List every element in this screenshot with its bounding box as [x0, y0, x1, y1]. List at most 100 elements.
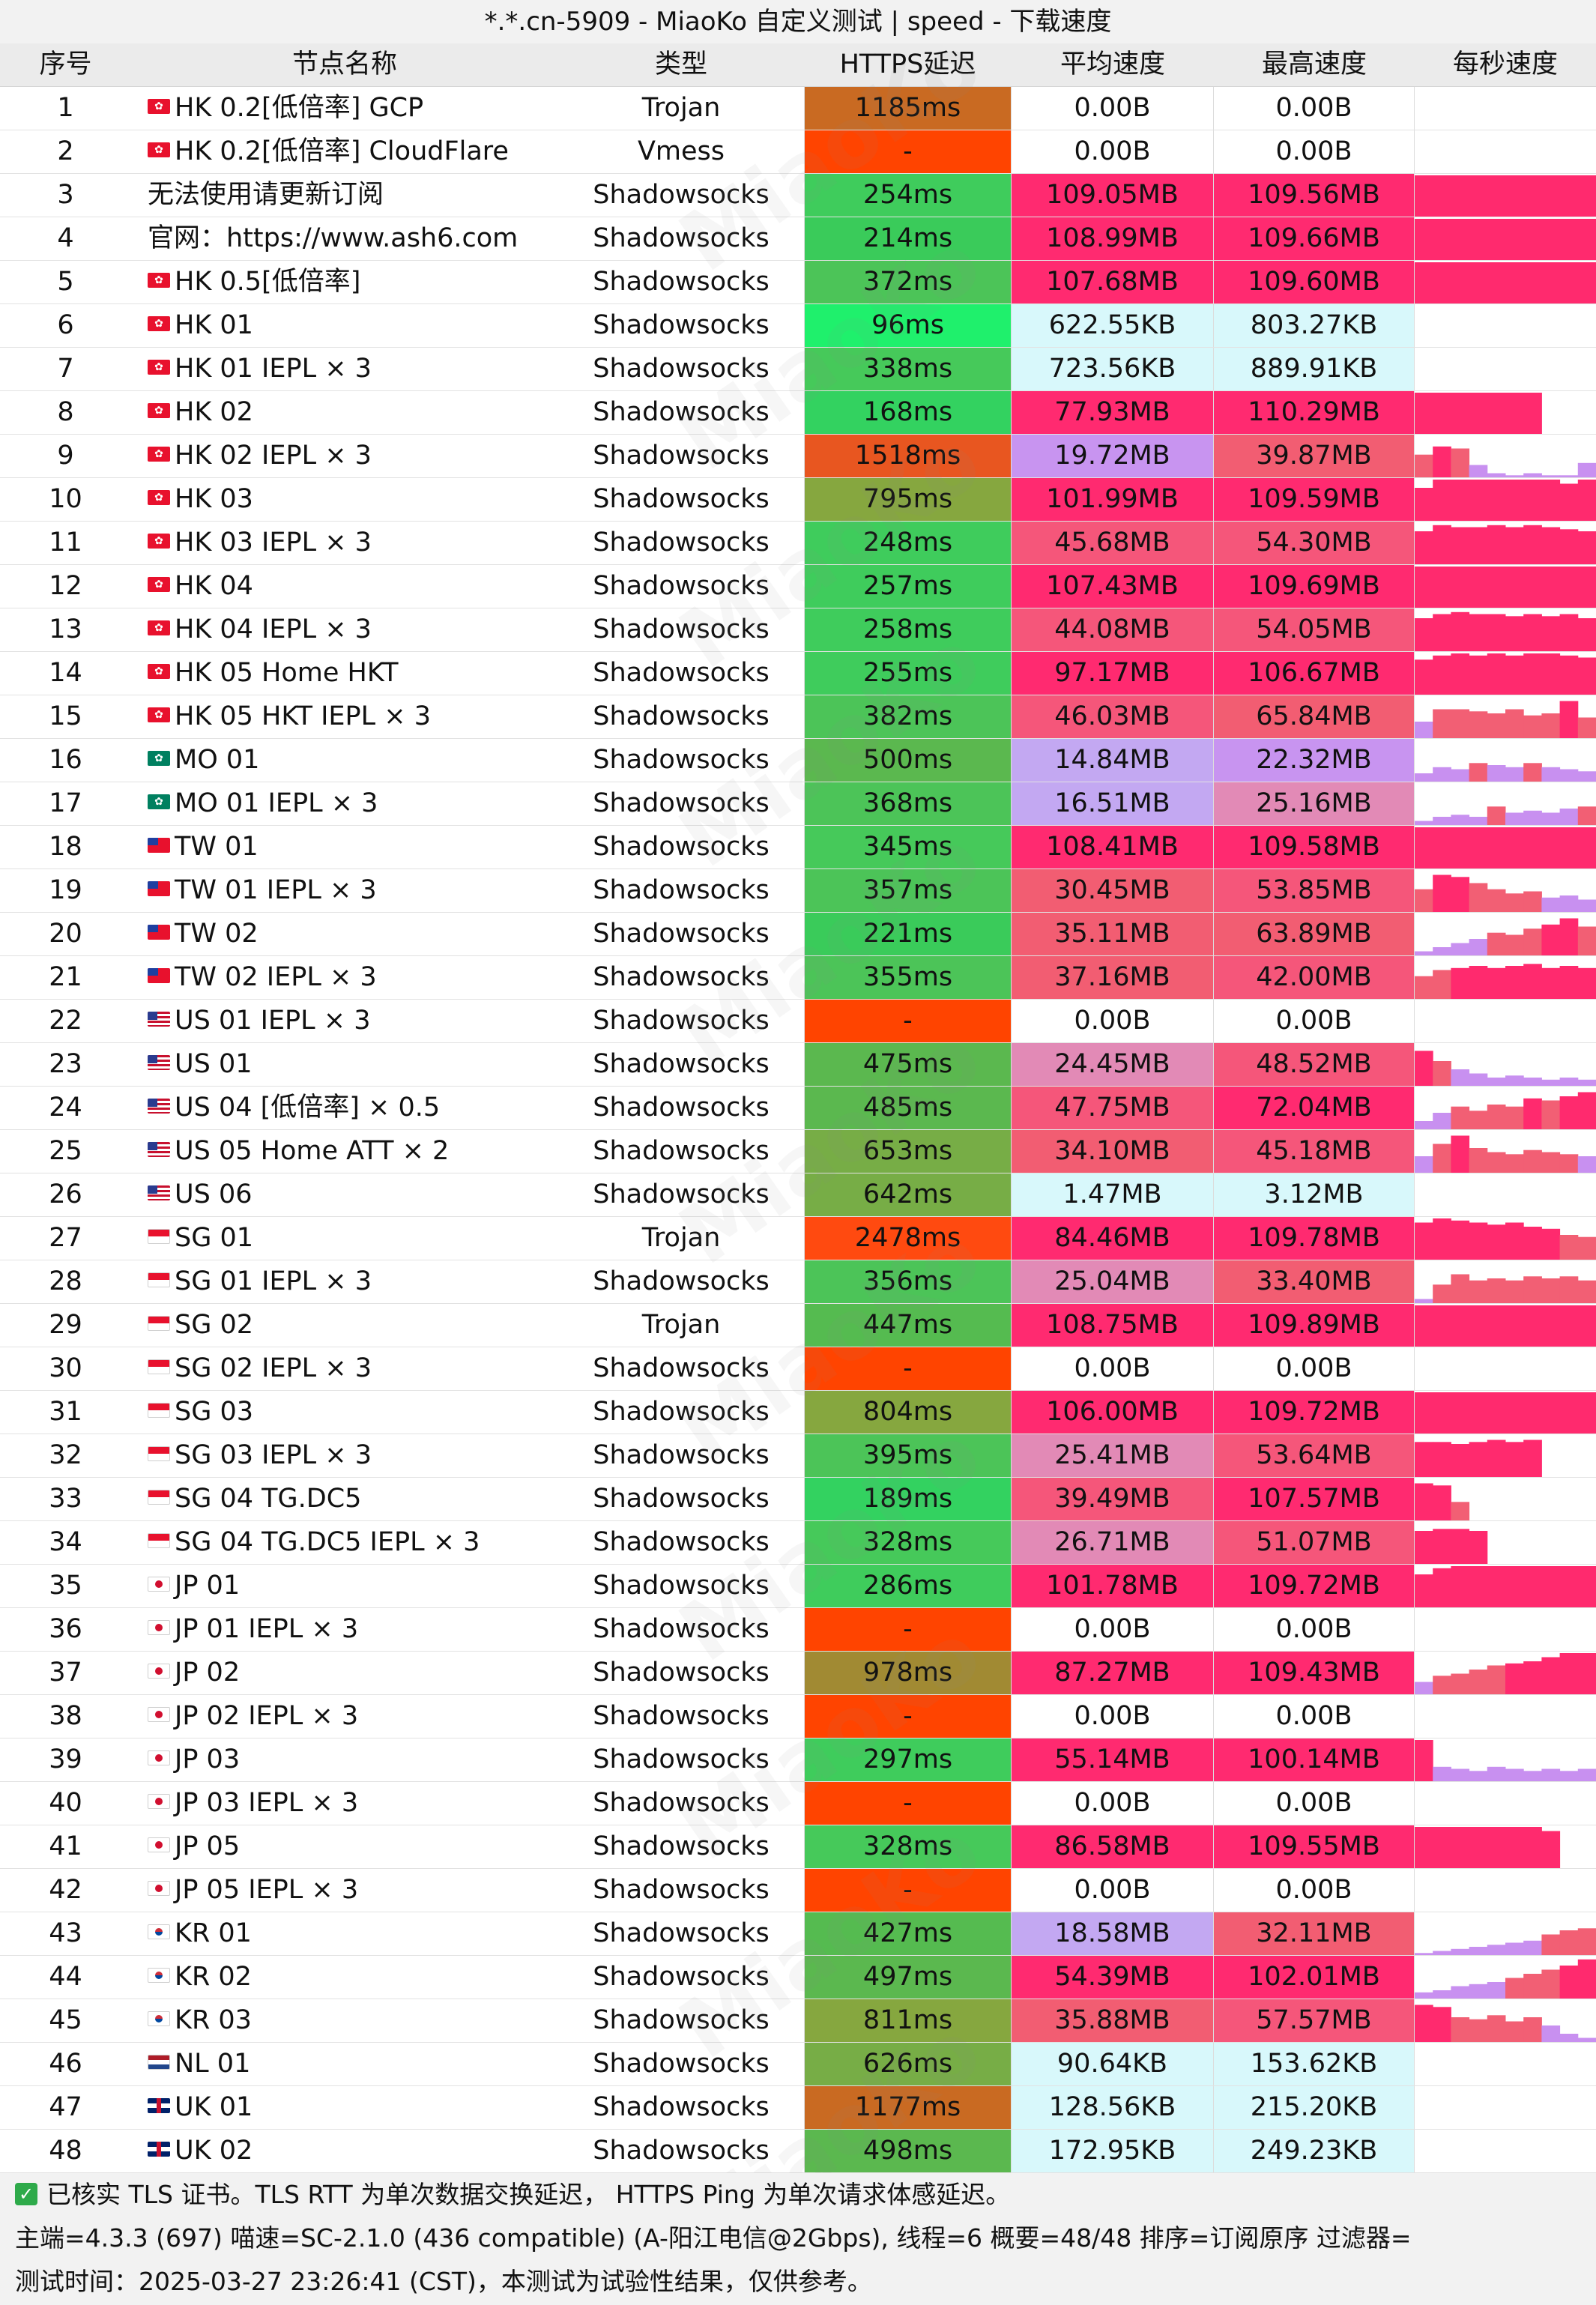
row-index: 12 — [49, 571, 82, 601]
table-row[interactable]: 5 HK 0.5[低倍率] Shadowsocks 372ms107.68MB109.… — [0, 261, 1596, 304]
table-row[interactable]: 47 UK 01 Shadowsocks 1177ms 128.56KB 215.20KB — [0, 2086, 1596, 2130]
table-row[interactable]: 18 TW 01 Shadowsocks 345ms 108.41MB 109.58MB — [0, 826, 1596, 869]
table-row[interactable]: 42 JP 05 IEPL × 3 Shadowsocks -0.00B 0.00B — [0, 1869, 1596, 1912]
header-max-speed[interactable]: 最高速度 — [1261, 49, 1367, 79]
table-row[interactable]: 28 SG 01 IEPL × 3 Shadowsocks 356ms 25.04MB 3… — [0, 1260, 1596, 1304]
table-row[interactable]: 22 US 01 IEPL × 3 Shadowsocks -0.00B 0.00B — [0, 1000, 1596, 1043]
row-type: Shadowsocks — [593, 1006, 770, 1036]
sparkline-bar — [1541, 1228, 1561, 1260]
sparkline-bar — [1541, 475, 1561, 477]
row-speed-sparkline — [1415, 174, 1596, 217]
row-max-speed: 0.00B — [1214, 1000, 1415, 1042]
speed-sparkline — [1415, 827, 1596, 868]
header-https-latency[interactable]: HTTPS延迟 — [839, 49, 976, 79]
table-row[interactable]: 29 SG 02 Trojan 447ms 108.75MB 109.89MB — [0, 1304, 1596, 1347]
row-max-speed: 48.52MB — [1214, 1043, 1415, 1086]
table-row[interactable]: 19 TW 01 IEPL × 3 Shadowsocks 357ms 30.45MB 5… — [0, 869, 1596, 913]
speed-sparkline — [1415, 262, 1596, 303]
table-row[interactable]: 38 JP 02 IEPL × 3 Shadowsocks -0.00B 0.00B — [0, 1695, 1596, 1738]
table-row[interactable]: 9 HK 02 IEPL × 3 Shadowsocks 1518ms19.72MB3… — [0, 435, 1596, 478]
sparkline-bar — [1505, 1305, 1524, 1347]
sparkline-bar — [1415, 531, 1433, 564]
flag-sg-icon — [148, 1490, 170, 1505]
sparkline-bar — [1559, 701, 1579, 738]
sparkline-bar — [1523, 175, 1542, 217]
table-row[interactable]: 13 HK 04 IEPL × 3 Shadowsocks 258ms44.08MB5… — [0, 608, 1596, 652]
table-row[interactable]: 11 HK 03 IEPL × 3 Shadowsocks 248ms45.68MB5… — [0, 522, 1596, 565]
row-type: Shadowsocks — [593, 1788, 770, 1818]
table-row[interactable]: 25 US 05 Home ATT × 2 Shadowsocks 653ms 34.1… — [0, 1130, 1596, 1173]
table-row[interactable]: 41 JP 05 Shadowsocks 328ms 86.58MB 109.55MB — [0, 1825, 1596, 1869]
table-row[interactable]: 44 KR 02 Shadowsocks 497ms 54.39MB 102.01MB — [0, 1956, 1596, 1999]
row-node-name: HK 02 IEPL × 3 — [131, 435, 558, 477]
table-row[interactable]: 35 JP 01 Shadowsocks 286ms 101.78MB 109.72MB — [0, 1565, 1596, 1608]
table-row[interactable]: 23 US 01 Shadowsocks 475ms 24.45MB 48.52MB — [0, 1043, 1596, 1087]
table-row[interactable]: 7 HK 01 IEPL × 3 Shadowsocks 338ms723.56KB8… — [0, 348, 1596, 391]
table-row[interactable]: 30 SG 02 IEPL × 3 Shadowsocks -0.00B 0.00B — [0, 1347, 1596, 1391]
row-index: 9 — [57, 441, 74, 471]
flag-hk-icon — [148, 447, 170, 462]
sparkline-bar — [1433, 827, 1451, 868]
table-row[interactable]: 33 SG 04 TG.DC5 Shadowsocks 189ms 39.49MB 107… — [0, 1478, 1596, 1521]
row-speed-sparkline — [1415, 478, 1596, 521]
table-row[interactable]: 40 JP 03 IEPL × 3 Shadowsocks -0.00B 0.00B — [0, 1782, 1596, 1825]
node-name-text: KR 02 — [175, 1962, 252, 1992]
sparkline-bar — [1487, 1105, 1506, 1129]
sparkline-bar — [1523, 219, 1542, 260]
table-row[interactable]: 26 US 06 Shadowsocks 642ms 1.47MB 3.12MB — [0, 1173, 1596, 1217]
speed-sparkline — [1415, 763, 1596, 782]
sparkline-bar — [1541, 1566, 1561, 1607]
row-type: Trojan — [641, 93, 721, 123]
table-row[interactable]: 24 US 04 [低倍率] × 0.5 Shadowsocks 485ms 47.75… — [0, 1087, 1596, 1130]
table-row[interactable]: 36 JP 01 IEPL × 3 Shadowsocks -0.00B 0.00B — [0, 1608, 1596, 1652]
table-row[interactable]: 15 HK 05 HKT IEPL × 3 Shadowsocks 382ms46.0… — [0, 695, 1596, 739]
sparkline-bar — [1505, 1768, 1524, 1781]
header-per-second-speed[interactable]: 每秒速度 — [1452, 49, 1558, 79]
header-index[interactable]: 序号 — [39, 49, 92, 79]
row-latency: 500ms — [804, 739, 1012, 782]
row-speed-sparkline — [1415, 522, 1596, 564]
header-avg-speed[interactable]: 平均速度 — [1060, 49, 1165, 79]
sparkline-bar — [1487, 1224, 1506, 1260]
table-row[interactable]: 46 NL 01 Shadowsocks 626ms 90.64KB 153.62KB — [0, 2043, 1596, 2086]
sparkline-bar — [1541, 1079, 1561, 1086]
sparkline-bar — [1451, 1948, 1470, 1955]
table-row[interactable]: 48 UK 02 Shadowsocks 498ms 172.95KB 249.23KB — [0, 2130, 1596, 2173]
sparkline-bar — [1433, 175, 1451, 217]
header-node-name[interactable]: 节点名称 — [291, 49, 397, 79]
table-row[interactable]: 27 SG 01 Trojan 2478ms 84.46MB 109.78MB — [0, 1217, 1596, 1260]
flag-hk-icon — [148, 577, 170, 592]
speed-sparkline — [1415, 175, 1596, 217]
table-row[interactable]: 34 SG 04 TG.DC5 IEPL × 3 Shadowsocks 328ms 2… — [0, 1521, 1596, 1565]
sparkline-bar — [1577, 2037, 1596, 2042]
sparkline-bar — [1433, 446, 1451, 477]
table-row[interactable]: 4 官网：https://www.ash6.com Shadowsocks 214ms… — [0, 217, 1596, 261]
header-type[interactable]: 类型 — [654, 49, 707, 79]
table-row[interactable]: 43 KR 01 Shadowsocks 427ms 18.58MB 32.11MB — [0, 1912, 1596, 1956]
row-node-name: SG 02 IEPL × 3 — [131, 1347, 558, 1390]
table-row[interactable]: 32 SG 03 IEPL × 3 Shadowsocks 395ms 25.41MB 5… — [0, 1434, 1596, 1478]
table-row[interactable]: 21 TW 02 IEPL × 3 Shadowsocks 355ms 37.16MB 4… — [0, 956, 1596, 1000]
sparkline-bar — [1505, 893, 1524, 912]
node-name-text: 官网：https://www.ash6.com — [148, 223, 519, 253]
table-row[interactable]: 45 KR 03 Shadowsocks 811ms 35.88MB 57.57MB — [0, 1999, 1596, 2043]
table-row[interactable]: 31 SG 03 Shadowsocks 804ms 106.00MB 109.72MB — [0, 1391, 1596, 1434]
table-row[interactable]: 20 TW 02 Shadowsocks 221ms 35.11MB 63.89MB — [0, 913, 1596, 956]
row-latency: 395ms — [804, 1434, 1012, 1477]
table-row[interactable]: 14 HK 05 Home HKT Shadowsocks 255ms97.17MB1… — [0, 652, 1596, 695]
row-node-name: HK 0.2[低倍率] CloudFlare — [131, 130, 558, 173]
table-row[interactable]: 37 JP 02 Shadowsocks 978ms 87.27MB 109.43MB — [0, 1652, 1596, 1695]
row-speed-sparkline — [1415, 2130, 1596, 2172]
row-max-speed: 0.00B — [1214, 87, 1415, 130]
table-row[interactable]: 17 MO 01 IEPL × 3 Shadowsocks 368ms16.51MB2… — [0, 782, 1596, 826]
sparkline-bar — [1505, 966, 1524, 999]
table-row[interactable]: 39 JP 03 Shadowsocks 297ms 55.14MB 100.14MB — [0, 1738, 1596, 1782]
table-row[interactable]: 3 无法使用请更新订阅 Shadowsocks 254ms 109.05MB 109.56… — [0, 174, 1596, 217]
